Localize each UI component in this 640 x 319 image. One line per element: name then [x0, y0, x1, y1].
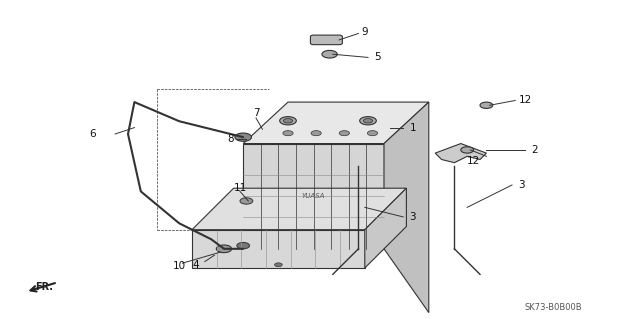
Polygon shape — [384, 102, 429, 313]
Text: 1: 1 — [410, 122, 416, 133]
Text: 2: 2 — [531, 145, 538, 155]
Circle shape — [284, 118, 292, 123]
Circle shape — [339, 131, 349, 136]
Circle shape — [480, 102, 493, 108]
Circle shape — [240, 198, 253, 204]
Text: 12: 12 — [467, 156, 481, 166]
Circle shape — [364, 118, 372, 123]
Polygon shape — [365, 188, 406, 268]
Polygon shape — [243, 144, 384, 249]
Circle shape — [360, 116, 376, 125]
Circle shape — [311, 131, 321, 136]
Text: 6: 6 — [90, 129, 96, 139]
Polygon shape — [435, 144, 486, 163]
Polygon shape — [192, 188, 406, 230]
Circle shape — [235, 133, 252, 141]
Circle shape — [283, 131, 293, 136]
Circle shape — [275, 263, 282, 267]
Text: 8: 8 — [227, 134, 234, 144]
Text: 11: 11 — [234, 183, 247, 193]
Text: 5: 5 — [374, 52, 381, 63]
Text: FR.: FR. — [35, 282, 53, 292]
Circle shape — [367, 131, 378, 136]
Text: SK73-B0B00B: SK73-B0B00B — [525, 303, 582, 312]
Circle shape — [280, 116, 296, 125]
Circle shape — [461, 147, 474, 153]
Polygon shape — [192, 230, 365, 268]
Text: 9: 9 — [362, 27, 368, 37]
Text: 10: 10 — [173, 261, 186, 271]
Circle shape — [322, 50, 337, 58]
Circle shape — [216, 245, 232, 253]
Text: YUASA: YUASA — [302, 193, 325, 199]
Text: 7: 7 — [253, 108, 259, 118]
Circle shape — [237, 242, 250, 249]
Text: 3: 3 — [410, 212, 416, 222]
Text: 4: 4 — [192, 260, 198, 270]
Polygon shape — [243, 102, 429, 144]
Text: 3: 3 — [518, 180, 525, 190]
Text: 12: 12 — [518, 95, 532, 106]
FancyBboxPatch shape — [310, 35, 342, 45]
